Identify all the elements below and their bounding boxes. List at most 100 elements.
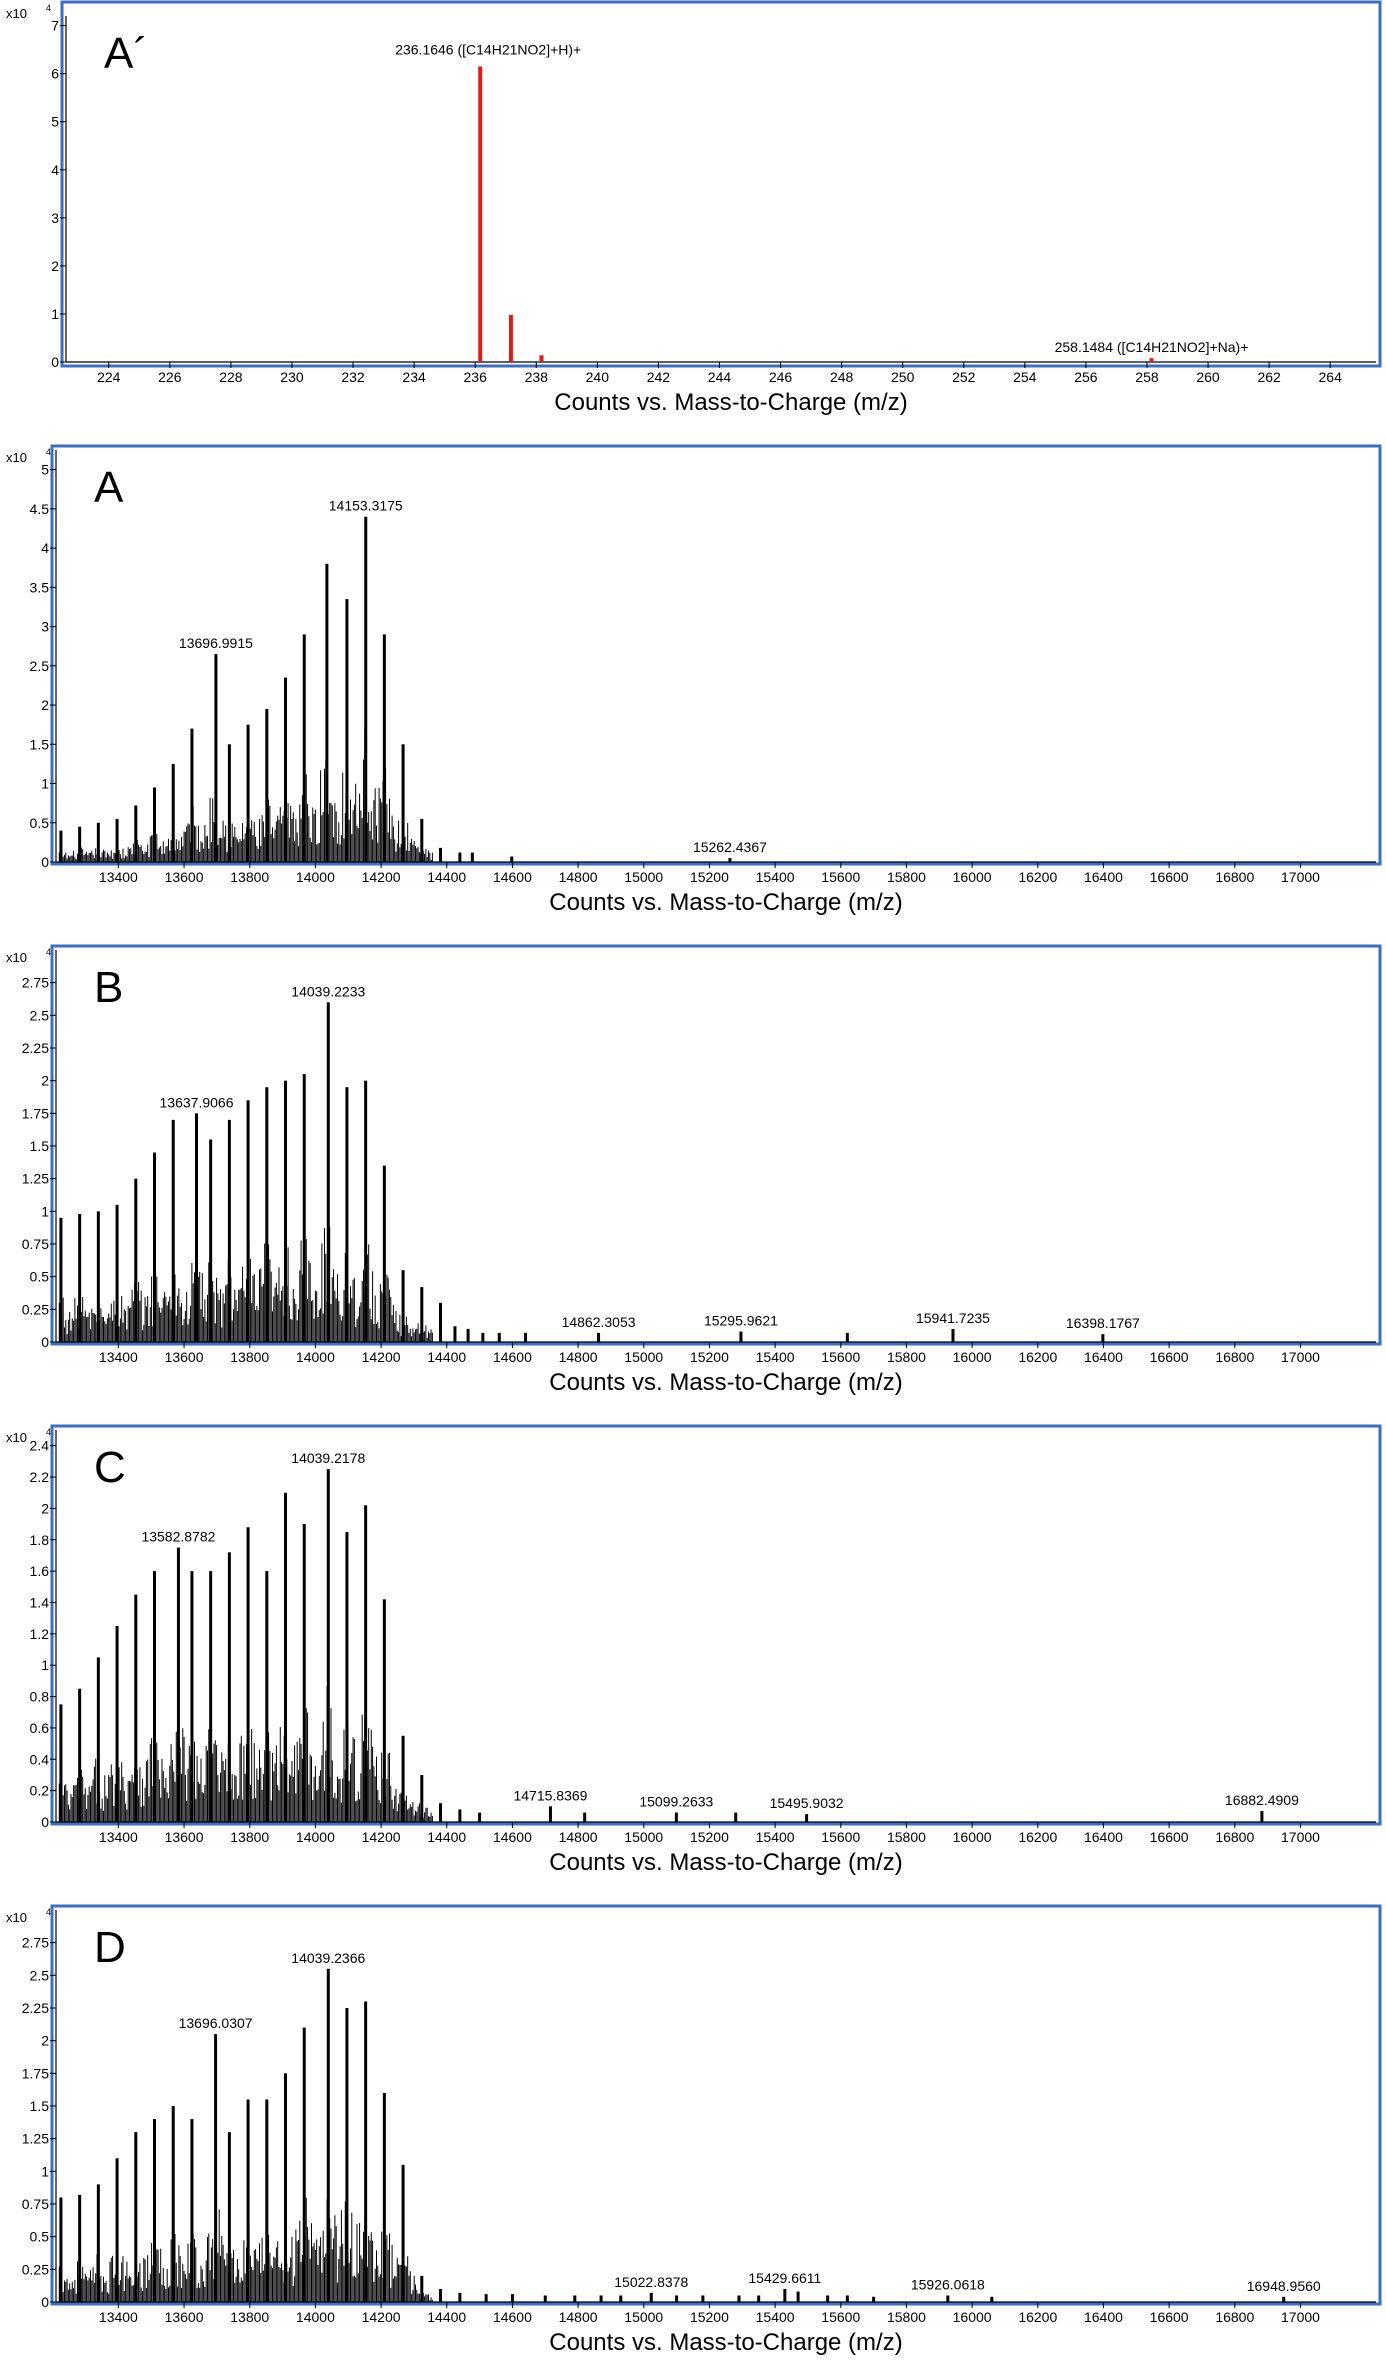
peak-bar (153, 2119, 157, 2302)
x-tick-label: 14400 (427, 1349, 466, 1365)
peak-bar (345, 1531, 349, 1822)
peak-bar (302, 634, 306, 862)
peak-annotation: 15295.9621 (704, 1313, 778, 1329)
peak-bar (548, 1806, 552, 1822)
peak-annotation: 13696.9915 (179, 635, 253, 651)
peak-bar (209, 1139, 213, 1342)
y-tick-label: 0.8 (30, 1689, 50, 1705)
x-tick-label: 13800 (230, 869, 269, 885)
y-tick-label: 3 (51, 210, 59, 226)
y-tick-label: 2.25 (22, 1040, 49, 1056)
peak-bar (227, 2132, 231, 2302)
x-tick-label: 15600 (821, 2309, 860, 2325)
peak-bar (382, 1599, 386, 1822)
peak-bar (649, 2292, 653, 2302)
peak-bar (284, 1080, 288, 1342)
peak-bar (439, 1302, 443, 1342)
peak-bar (115, 1626, 119, 1822)
x-tick-label: 14400 (427, 1829, 466, 1845)
y-tick-label: 2 (41, 1500, 49, 1516)
y-tick-label: 2.75 (22, 1935, 49, 1951)
x-tick-label: 13400 (99, 1349, 138, 1365)
peak-bar (302, 2027, 306, 2302)
x-tick-label: 16600 (1150, 1829, 1189, 1845)
x-tick-label: 226 (158, 369, 182, 385)
peak-bar (453, 1326, 457, 1342)
x-tick-label: 16000 (953, 2309, 992, 2325)
peak-bar (246, 2099, 250, 2302)
x-tick-label: 16400 (1084, 1349, 1123, 1365)
peak-annotation: 258.1484 ([C14H21NO2]+Na)+ (1055, 339, 1249, 355)
x-tick-label: 238 (525, 369, 549, 385)
peak-bar (382, 2092, 386, 2302)
x-tick-label: 14200 (362, 2309, 401, 2325)
y-tick-label: 6 (51, 66, 59, 82)
x-tick-label: 246 (769, 369, 793, 385)
peak-bar (364, 1505, 368, 1822)
peak-annotation: 14153.3175 (329, 498, 403, 514)
y-tick-label: 2 (51, 258, 59, 274)
peak-bar (420, 2275, 424, 2302)
peak-bar (59, 2197, 63, 2302)
peak-bar (783, 2288, 787, 2302)
y-tick-label: 1.5 (30, 2098, 50, 2114)
y-tick-label: 1.25 (22, 1171, 49, 1187)
y-exponent-power: 4 (46, 947, 51, 957)
peak-bar (734, 1812, 738, 1822)
peak-bar (227, 1552, 231, 1822)
x-tick-label: 16600 (1150, 1349, 1189, 1365)
x-tick-label: 15800 (887, 2309, 926, 2325)
signal-fill (58, 1227, 433, 1342)
peak-bar (171, 2106, 175, 2302)
x-tick-label: 14000 (296, 869, 335, 885)
x-tick-label: 15800 (887, 1829, 926, 1845)
y-tick-label: 3.5 (30, 579, 50, 595)
x-tick-label: 13400 (99, 869, 138, 885)
x-tick-label: 14200 (362, 869, 401, 885)
x-axis-title: Counts vs. Mass-to-Charge (m/z) (549, 1369, 902, 1396)
x-tick-label: 14800 (559, 869, 598, 885)
x-tick-label: 16000 (953, 1349, 992, 1365)
y-tick-label: 0.25 (22, 1301, 49, 1317)
peak-bar (134, 1594, 138, 1822)
peak-bar (190, 728, 194, 862)
peak-annotation: 15926.0618 (911, 2276, 985, 2292)
peak-bar (458, 1809, 462, 1822)
peak-bar (439, 847, 443, 862)
peak-bar (325, 563, 329, 862)
peak-bar (214, 2034, 218, 2302)
peak-bar (227, 744, 231, 862)
y-tick-label: 0.75 (22, 1236, 49, 1252)
plot-frame (60, 0, 1382, 368)
x-tick-label: 14600 (493, 1349, 532, 1365)
peak-bar (96, 822, 100, 862)
peak-bar (845, 1332, 849, 1342)
y-exponent-base: x10 (6, 1910, 27, 1925)
y-tick-label: 0 (51, 354, 59, 370)
x-tick-label: 230 (280, 369, 304, 385)
y-tick-label: 1 (41, 1203, 49, 1219)
x-tick-label: 13600 (165, 1349, 204, 1365)
peak-bar (990, 2296, 994, 2302)
peak-bar (401, 2164, 405, 2302)
peak-bar (78, 2194, 82, 2302)
x-tick-label: 14200 (362, 1829, 401, 1845)
peak-bar (1282, 2296, 1286, 2302)
x-tick-label: 14600 (493, 2309, 532, 2325)
x-tick-label: 13400 (99, 2309, 138, 2325)
peak-bar (265, 1571, 269, 1822)
peak-annotation: 15429.6611 (748, 2270, 821, 2286)
peak-bar (284, 677, 288, 862)
y-tick-label: 2.4 (30, 1438, 50, 1454)
peak-annotation: 13582.8782 (141, 1529, 215, 1545)
peak-bar (284, 1492, 288, 1822)
peak-bar (478, 66, 483, 362)
x-tick-label: 224 (97, 369, 121, 385)
peak-bar (78, 1213, 82, 1342)
peak-bar (675, 2295, 679, 2302)
y-tick-label: 0.4 (30, 1751, 50, 1767)
peak-annotation: 16882.4909 (1225, 1792, 1299, 1808)
x-tick-label: 17000 (1281, 869, 1320, 885)
y-exponent-power: 4 (46, 1427, 51, 1437)
x-tick-label: 16000 (953, 869, 992, 885)
